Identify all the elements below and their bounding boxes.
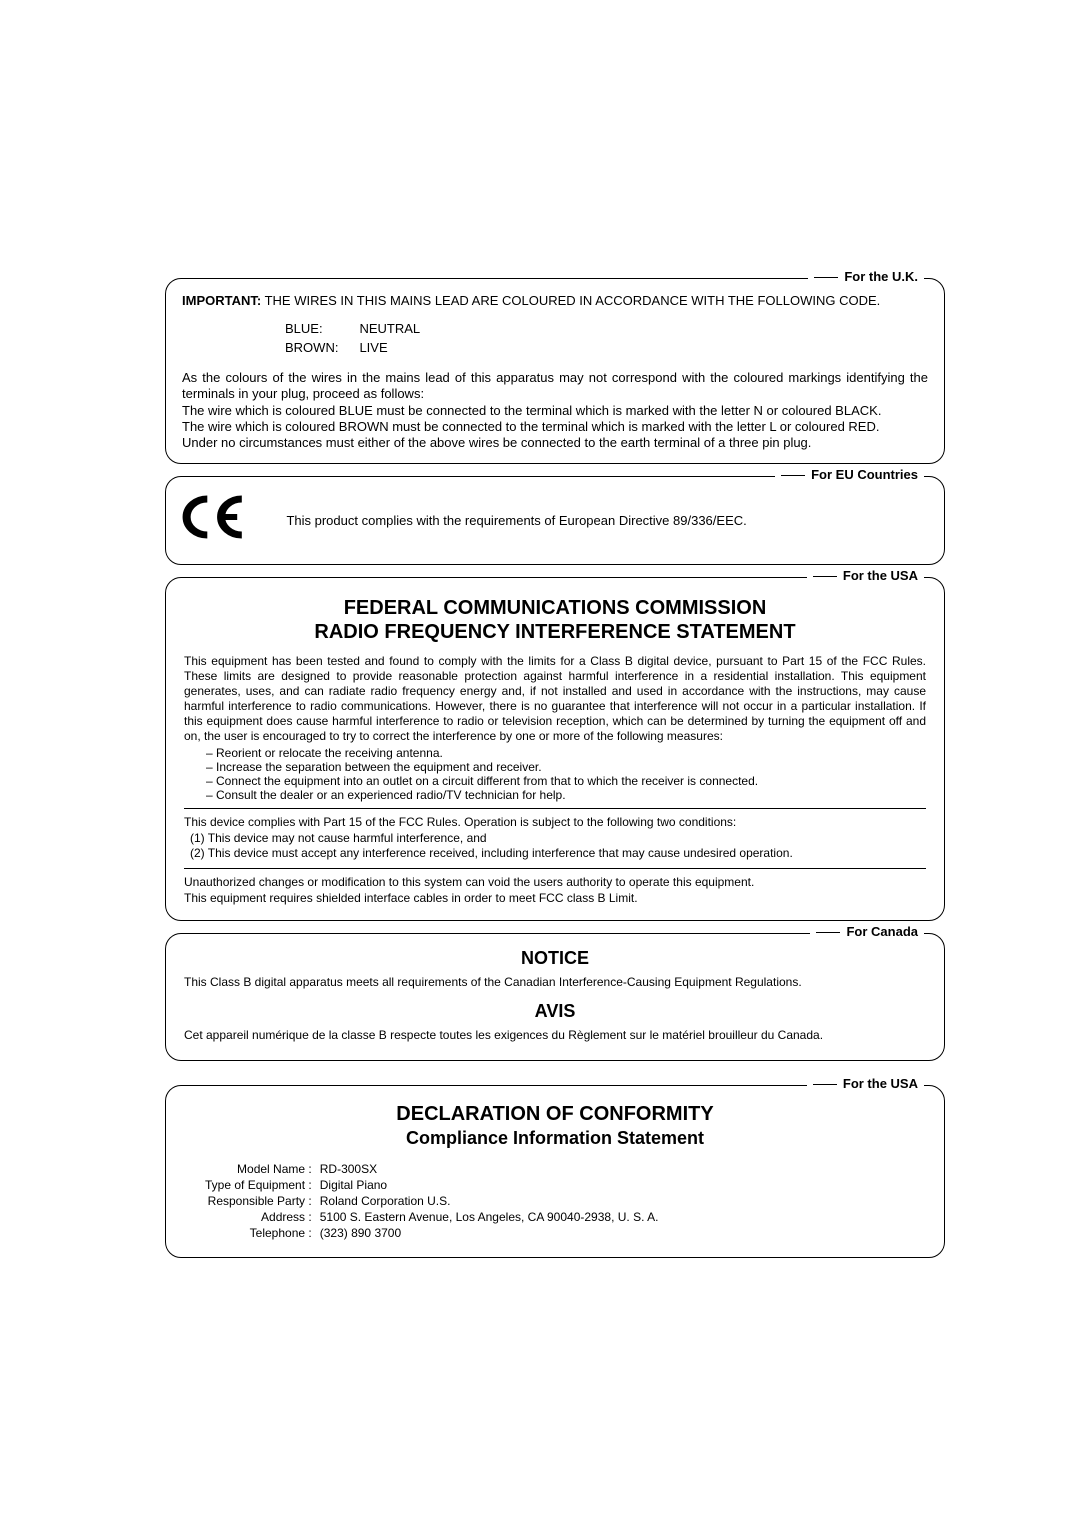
table-row: Telephone : (323) 890 3700 [204, 1225, 659, 1241]
decl-key: Address : [204, 1209, 316, 1225]
canada-notice-text: This Class B digital apparatus meets all… [184, 975, 926, 989]
fcc-measures-list: Reorient or relocate the receiving anten… [206, 746, 926, 802]
fcc-footer: Unauthorized changes or modification to … [184, 875, 926, 906]
fcc-measure: Connect the equipment into an outlet on … [206, 774, 926, 788]
uk-wire2-val: LIVE [358, 339, 438, 356]
canada-label: For Canada [810, 924, 924, 939]
uk-important-line: IMPORTANT: THE WIRES IN THIS MAINS LEAD … [182, 293, 928, 308]
declaration-box: For the USA DECLARATION OF CONFORMITY Co… [165, 1085, 945, 1258]
fcc-cond-2: (2) This device must accept any interfer… [190, 846, 926, 862]
fcc-divider [184, 808, 926, 809]
fcc-body-text: This equipment has been tested and found… [184, 654, 926, 744]
fcc-box: For the USA FEDERAL COMMUNICATIONS COMMI… [165, 577, 945, 921]
eu-label: For EU Countries [775, 467, 924, 482]
uk-important-prefix: IMPORTANT: [182, 293, 261, 308]
table-row: Responsible Party : Roland Corporation U… [204, 1193, 659, 1209]
fcc-cond-intro: This device complies with Part 15 of the… [184, 815, 926, 831]
uk-wire-table: BLUE: NEUTRAL BROWN: LIVE [282, 318, 440, 358]
canada-avis-text: Cet appareil numérique de la classe B re… [184, 1028, 926, 1042]
regulatory-page: For the U.K. IMPORTANT: THE WIRES IN THI… [0, 0, 1080, 1528]
fcc-divider [184, 868, 926, 869]
fcc-cond-1: (1) This device may not cause harmful in… [190, 831, 926, 847]
decl-key: Type of Equipment : [204, 1177, 316, 1193]
canada-avis-heading: AVIS [184, 1001, 926, 1022]
uk-box: For the U.K. IMPORTANT: THE WIRES IN THI… [165, 278, 945, 464]
fcc-measure: Reorient or relocate the receiving anten… [206, 746, 926, 760]
uk-wire1-val: NEUTRAL [358, 320, 438, 337]
fcc-measure: Consult the dealer or an experienced rad… [206, 788, 926, 802]
uk-wire2-color: BROWN: [284, 339, 356, 356]
uk-paragraph: As the colours of the wires in the mains… [182, 370, 928, 451]
fcc-label: For the USA [807, 568, 924, 583]
uk-label: For the U.K. [808, 269, 924, 284]
fcc-unauth: Unauthorized changes or modification to … [184, 875, 926, 891]
decl-title: DECLARATION OF CONFORMITY [184, 1102, 926, 1126]
fcc-title: FEDERAL COMMUNICATIONS COMMISSION RADIO … [184, 596, 926, 644]
decl-subtitle: Compliance Information Statement [184, 1128, 926, 1149]
decl-label: For the USA [807, 1076, 924, 1091]
decl-key: Telephone : [204, 1225, 316, 1241]
eu-text: This product complies with the requireme… [286, 513, 746, 528]
fcc-shielded: This equipment requires shielded interfa… [184, 891, 926, 907]
fcc-title-line1: FEDERAL COMMUNICATIONS COMMISSION [344, 597, 767, 619]
eu-box: For EU Countries This product complies w… [165, 476, 945, 565]
uk-important-text: THE WIRES IN THIS MAINS LEAD ARE COLOURE… [265, 293, 881, 308]
decl-key: Model Name : [204, 1161, 316, 1177]
canada-box: For Canada NOTICE This Class B digital a… [165, 933, 945, 1061]
table-row: Type of Equipment : Digital Piano [204, 1177, 659, 1193]
canada-notice-heading: NOTICE [184, 948, 926, 969]
fcc-conditions: This device complies with Part 15 of the… [184, 815, 926, 862]
decl-val: 5100 S. Eastern Avenue, Los Angeles, CA … [316, 1209, 660, 1225]
decl-val: (323) 890 3700 [316, 1225, 660, 1241]
decl-val: Roland Corporation U.S. [316, 1193, 660, 1209]
decl-info-table: Model Name : RD-300SX Type of Equipment … [204, 1161, 659, 1241]
fcc-measure: Increase the separation between the equi… [206, 760, 926, 774]
ce-mark-icon [182, 495, 251, 546]
decl-val: Digital Piano [316, 1177, 660, 1193]
decl-val: RD-300SX [316, 1161, 660, 1177]
fcc-title-line2: RADIO FREQUENCY INTERFERENCE STATEMENT [314, 621, 795, 643]
decl-key: Responsible Party : [204, 1193, 316, 1209]
table-row: Address : 5100 S. Eastern Avenue, Los An… [204, 1209, 659, 1225]
table-row: Model Name : RD-300SX [204, 1161, 659, 1177]
uk-wire1-color: BLUE: [284, 320, 356, 337]
